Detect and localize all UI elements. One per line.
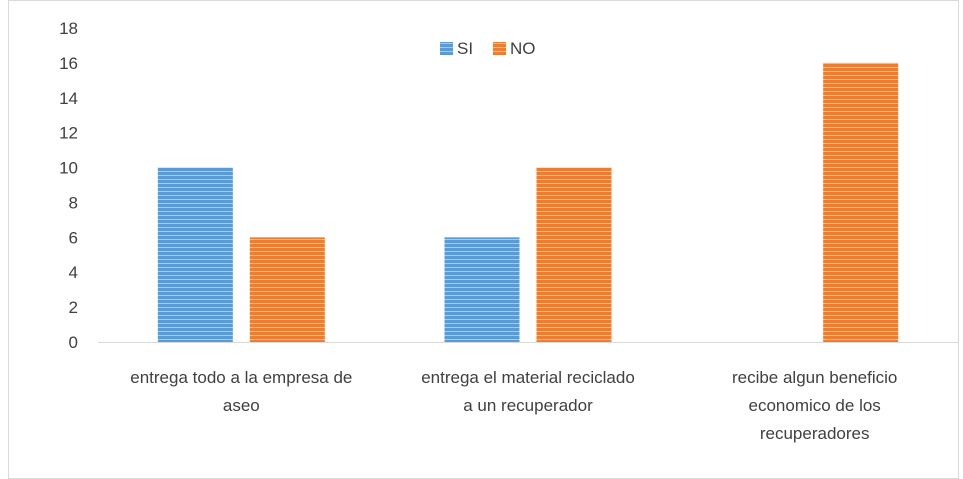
bar-si-1 (157, 167, 233, 342)
y-axis-ticks: 0 2 4 6 8 10 12 14 16 18 (59, 19, 78, 352)
legend-swatch-si (440, 42, 453, 55)
legend-label-no: NO (510, 39, 536, 58)
legend-label-si: SI (457, 39, 473, 58)
category-label: a un recuperador (463, 396, 593, 415)
category-label: recuperadores (760, 424, 870, 443)
bar-no-1 (249, 237, 325, 342)
category-label: entrega todo a la empresa de (130, 368, 352, 387)
y-tick-label: 10 (59, 159, 78, 178)
bar-si-2 (444, 237, 520, 342)
category-label: recibe algun beneficio (732, 368, 897, 387)
y-tick-label: 4 (69, 263, 78, 282)
category-label: economico de los (749, 396, 881, 415)
y-tick-label: 14 (59, 89, 78, 108)
y-tick-label: 16 (59, 54, 78, 73)
bars (157, 62, 899, 343)
category-label: entrega el material reciclado (421, 368, 635, 387)
y-tick-label: 2 (69, 298, 78, 317)
legend-swatch-no (493, 42, 506, 55)
bar-no-3 (823, 62, 899, 343)
y-tick-label: 8 (69, 193, 78, 212)
category-label: aseo (223, 396, 260, 415)
y-tick-label: 18 (59, 19, 78, 38)
y-tick-label: 0 (69, 333, 78, 352)
y-tick-label: 12 (59, 124, 78, 143)
legend: SI NO (440, 39, 536, 58)
bar-no-2 (536, 167, 612, 342)
category-labels: entrega todo a la empresa de aseo entrega … (130, 368, 897, 443)
y-tick-label: 6 (69, 228, 78, 247)
